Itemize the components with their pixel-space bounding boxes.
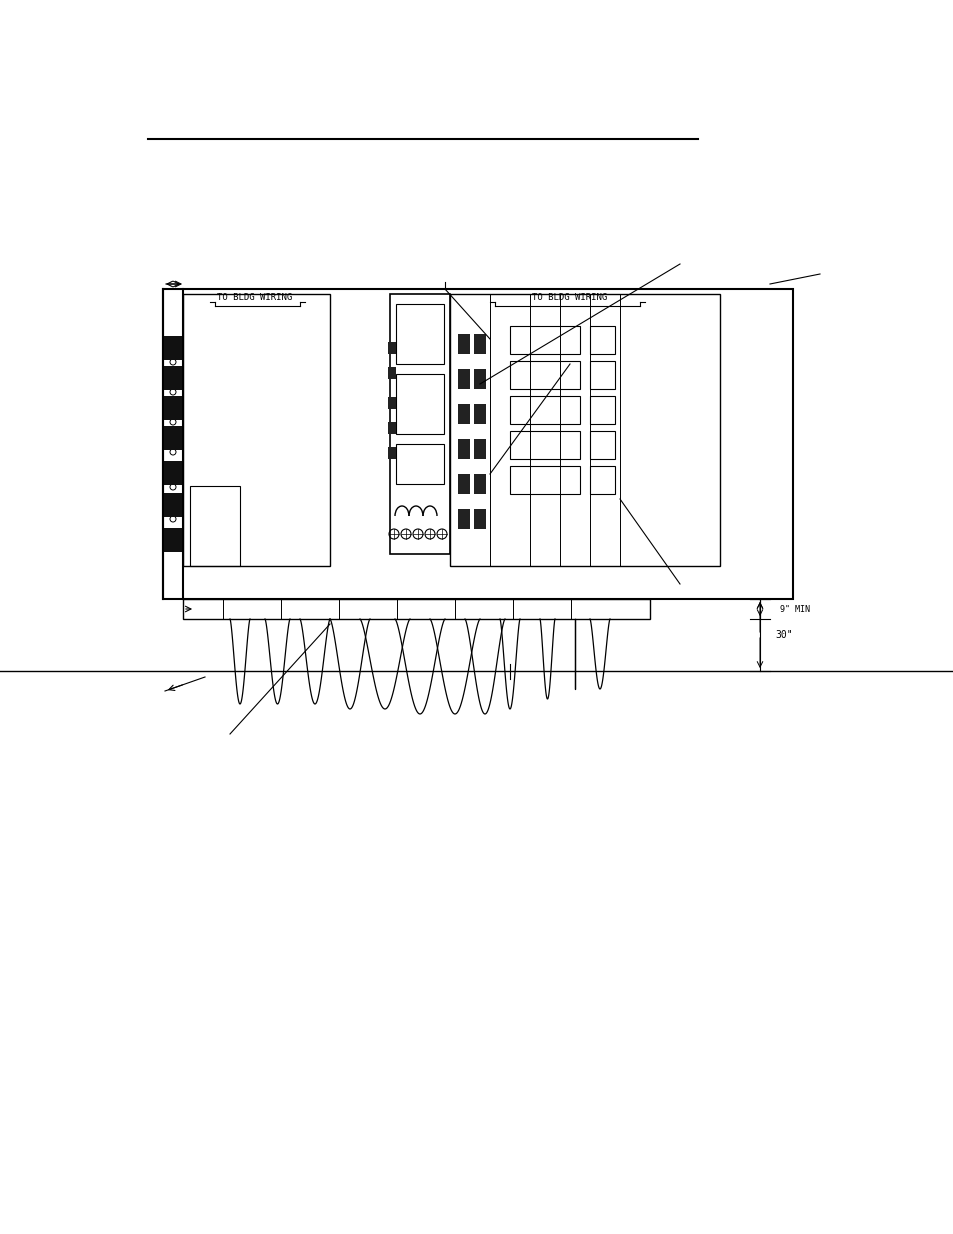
Bar (510, 362, 579, 389)
Bar (164, 462, 182, 485)
Bar (589, 396, 615, 424)
Bar (589, 326, 615, 354)
Bar (388, 366, 395, 379)
Bar (164, 366, 182, 390)
Bar (183, 294, 330, 566)
Bar (457, 439, 470, 459)
Text: 30": 30" (774, 631, 792, 640)
Bar (457, 369, 470, 389)
Bar (190, 486, 240, 566)
Bar (510, 431, 579, 459)
Bar (164, 426, 182, 450)
Text: TO BLDG WIRING: TO BLDG WIRING (532, 292, 607, 301)
Bar (510, 326, 579, 354)
Bar (395, 374, 443, 434)
Bar (510, 396, 579, 424)
Bar (589, 466, 615, 494)
Bar (388, 342, 395, 354)
Bar (395, 304, 443, 364)
Bar (474, 439, 485, 459)
Bar (450, 294, 720, 566)
Bar (474, 369, 485, 389)
Bar (390, 294, 450, 554)
Bar (474, 404, 485, 424)
Bar (164, 396, 182, 420)
Bar (474, 508, 485, 529)
Bar (164, 336, 182, 360)
Text: 9" MIN: 9" MIN (780, 605, 809, 613)
Bar (395, 444, 443, 484)
Bar (388, 422, 395, 434)
Bar (457, 334, 470, 354)
Bar (163, 289, 792, 598)
Bar (457, 508, 470, 529)
Bar (589, 362, 615, 389)
Bar (164, 494, 182, 517)
Bar (183, 598, 649, 619)
Bar (589, 431, 615, 459)
Bar (388, 447, 395, 459)
Bar (474, 334, 485, 354)
Bar (510, 466, 579, 494)
Text: TO BLDG WIRING: TO BLDG WIRING (217, 292, 293, 301)
Bar (164, 528, 182, 552)
Bar (457, 404, 470, 424)
Bar (388, 397, 395, 408)
Bar (474, 474, 485, 494)
Bar (457, 474, 470, 494)
